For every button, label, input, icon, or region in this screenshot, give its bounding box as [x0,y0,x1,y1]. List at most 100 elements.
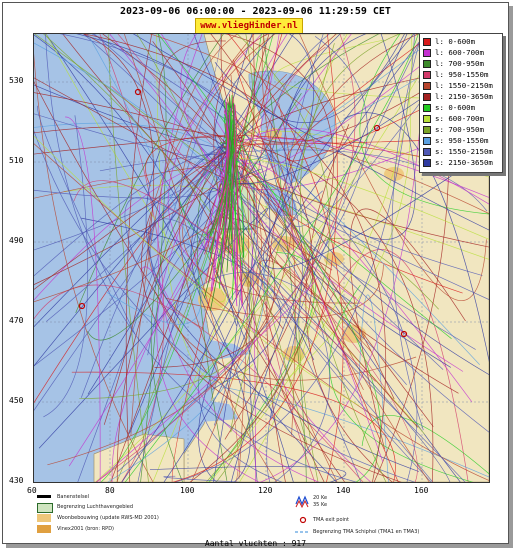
flight-track [234,34,270,169]
flight-track [189,34,313,482]
flight-count: Aantal vluchten : 917 [204,539,307,548]
flight-track [238,147,249,479]
flight-track [34,136,244,155]
time-range-title: 2023-09-06 06:00:00 - 2023-09-06 11:29:5… [120,6,391,17]
legend-label: s: 600-700m [435,114,484,123]
flight-track [230,43,335,432]
flight-track [209,34,413,482]
legend-swatch [423,115,431,123]
x-tick-label: 60 [27,486,37,495]
flight-track [43,115,89,418]
flight-track [34,122,240,163]
flight-track [34,144,242,290]
legend-item: s: 2150-3650m [423,158,493,168]
flight-track [34,165,245,303]
flight-track [117,36,368,472]
flight-track [274,39,426,99]
legend-swatch [423,137,431,145]
legend-item: l: 600-700m [423,48,484,58]
flight-track [259,34,427,482]
flight-track [180,34,464,372]
urban-label: Woonbebouwing (update RWS-MD 2001) [57,515,159,521]
flight-track [361,414,489,475]
flight-track [210,105,233,237]
flight-track [47,102,293,466]
flight-track [34,53,154,482]
island [249,38,282,47]
flight-track [124,34,419,482]
urban-swatch [37,514,51,522]
flight-track [149,466,347,482]
legend-swatch [423,71,431,79]
flight-track [99,34,165,482]
flight-track [223,105,235,246]
legend-item: s: 700-950m [423,125,484,135]
flight-track [116,246,208,482]
flight-track [111,85,418,482]
flight-track [34,284,364,482]
flight-track [220,386,489,478]
flight-track [62,34,459,394]
flight-track [34,34,240,184]
legend-label: l: 2150-3650m [435,92,493,101]
island [294,34,336,41]
flight-track [34,126,434,482]
flight-track [96,276,318,482]
flight-track [220,142,452,339]
flight-track [65,116,101,482]
flight-track [140,34,167,482]
flight-track [218,104,237,239]
flight-track [95,34,356,482]
airport-zone-label: Begrenzing Luchthavengebied [57,504,134,510]
flight-track [77,34,222,482]
flight-track [391,34,424,431]
flight-track [145,149,419,472]
flight-tracks [34,34,489,482]
flight-track [198,190,323,482]
flight-track [34,129,416,482]
x-tick-label: 140 [336,486,351,495]
flight-track [232,96,243,304]
y-tick-label: 530 [9,76,24,85]
flight-track [266,34,424,482]
flight-track [242,34,255,182]
legend-item: s: 0-600m [423,103,475,113]
tma-exit-points [78,88,408,338]
flight-track [100,34,274,482]
vlieghinder-logo[interactable]: www.vliegHinder.nl [195,18,303,34]
flight-track [239,162,473,403]
legend-item: s: 950-1550m [423,136,488,146]
legend-label: l: 600-700m [435,48,484,57]
flight-track [147,34,255,329]
flight-track [240,159,483,276]
figure-frame: 2023-09-06 06:00:00 - 2023-09-06 11:29:5… [2,2,509,548]
legend-item: l: 950-1550m [423,70,488,80]
flight-track [235,128,489,205]
noise-contour-icon [295,495,309,508]
flight-track [285,93,411,381]
flight-track [121,34,315,482]
legend-label: l: 1550-2150m [435,81,493,90]
flight-track [349,208,466,450]
legend-swatch [423,60,431,68]
flight-track [220,34,476,143]
flight-track [220,34,253,173]
altitude-legend: l: 0-600m l: 600-700m l: 700-950m l: 950-15… [419,33,503,173]
flight-track-map[interactable] [33,33,490,483]
estuary [174,334,249,364]
legend-swatch [423,38,431,46]
legend-swatch [423,93,431,101]
flight-track [240,140,296,436]
flight-track [141,212,402,482]
flight-track [248,34,367,482]
flight-track [149,34,316,121]
flight-track [232,118,239,298]
flight-track [171,34,283,482]
flight-track [87,34,202,325]
flight-track [209,123,232,311]
flight-track [213,170,258,426]
flight-track [284,34,489,376]
flight-track [230,34,408,482]
noise-35-label: 35 Ke [313,502,328,508]
flight-track [178,34,278,482]
